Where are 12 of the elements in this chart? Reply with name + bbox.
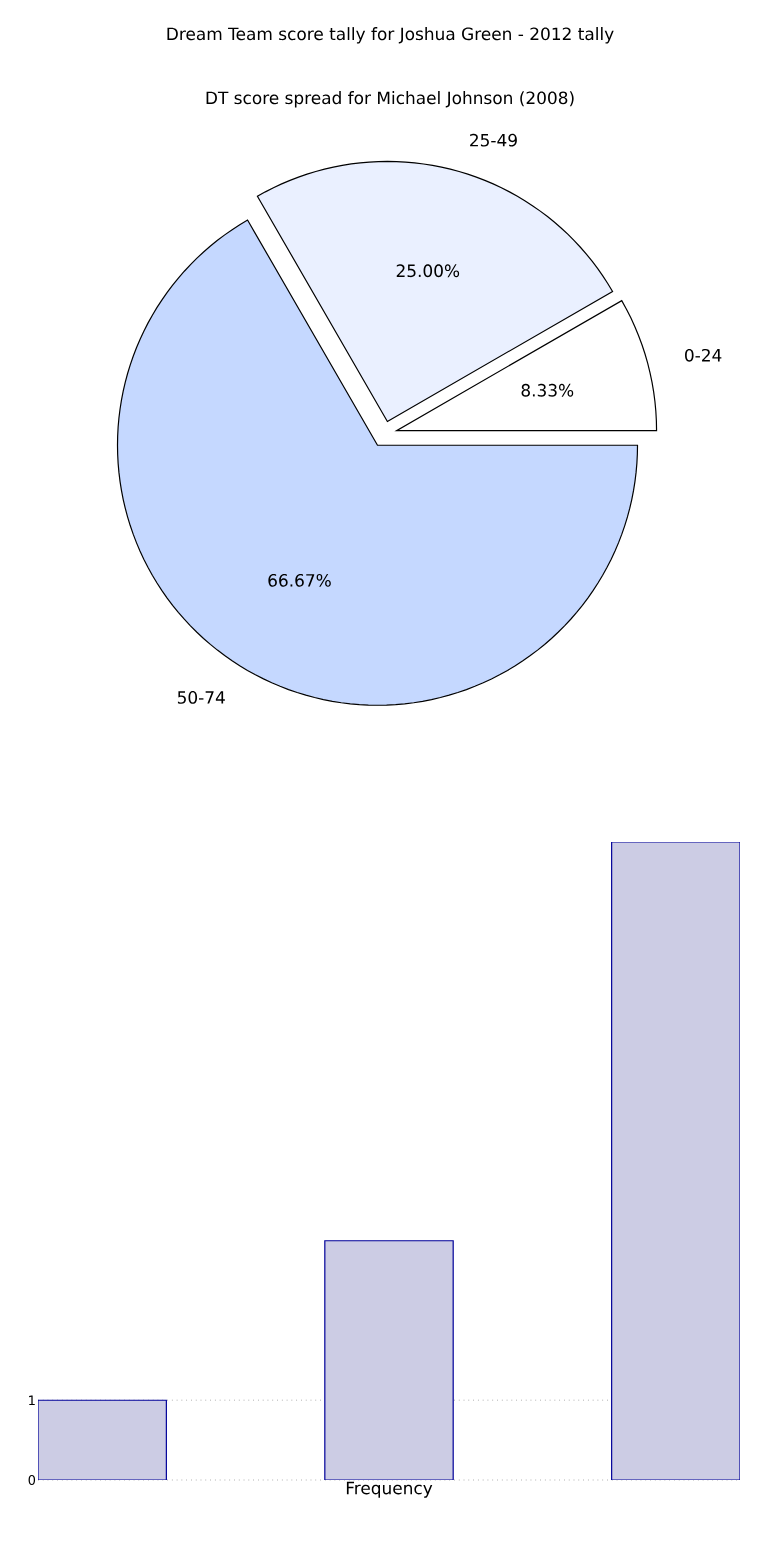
data-label: 66.67%	[268, 573, 331, 587]
bar	[611, 842, 741, 1480]
x-axis-title: Frequency	[346, 1481, 433, 1498]
slice-label: 50-74	[177, 691, 225, 704]
data-label: 25.00%	[396, 264, 460, 278]
chart-title: DT score spread for Michael Johnson (2008)	[206, 91, 574, 108]
slice-label: 25-49	[470, 133, 517, 147]
bar	[324, 1240, 454, 1480]
bar	[38, 1399, 167, 1480]
chart-title: Dream Team score tally for Joshua Green - 2012 tally	[167, 27, 614, 44]
slice-label: 0-24	[685, 348, 722, 362]
data-label: 8.33%	[521, 383, 574, 397]
